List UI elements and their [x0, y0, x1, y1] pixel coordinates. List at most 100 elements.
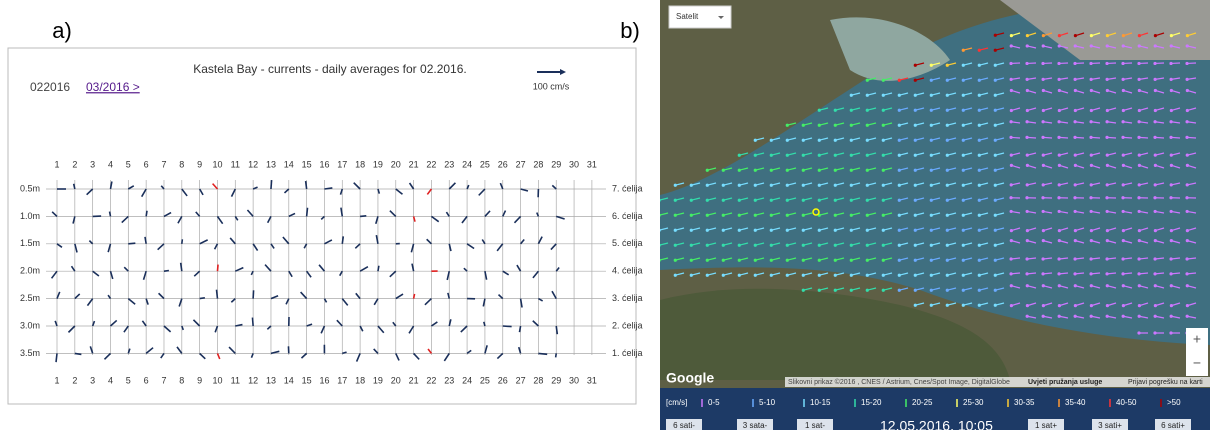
map-vector-head	[818, 199, 821, 202]
day-label: 6	[144, 375, 149, 385]
map-vector-head	[1154, 284, 1157, 287]
day-label: 1	[54, 375, 59, 385]
map-vector-head	[1137, 196, 1140, 199]
map-vector-head	[802, 154, 805, 157]
day-label: 9	[197, 375, 202, 385]
map-vector-head	[1058, 154, 1061, 157]
vector	[252, 318, 253, 326]
map-vector-head	[1010, 109, 1013, 112]
map-vector-head	[978, 139, 981, 142]
map-vector-head	[994, 124, 997, 127]
map-vector-head	[994, 94, 997, 97]
map-vector-head	[1185, 136, 1188, 139]
map-vector-head	[1185, 120, 1188, 123]
map-vector-head	[1026, 315, 1029, 318]
map-vector-head	[994, 109, 997, 112]
map-vector-head	[722, 214, 725, 217]
map-vector-head	[674, 184, 677, 187]
report-link[interactable]: Prijavi pogrešku na karti	[1128, 379, 1203, 386]
map-vector-head	[994, 79, 997, 82]
map-vector-head	[898, 259, 901, 262]
map-vector-head	[770, 259, 773, 262]
day-label: 19	[373, 375, 383, 385]
map-vector-head	[898, 184, 901, 187]
map-vector-head	[1138, 284, 1141, 287]
zoom-out[interactable]: −	[1193, 355, 1201, 371]
legend-label: 25-30	[963, 398, 984, 407]
map-vector-head	[1074, 315, 1077, 318]
map-vector-head	[1186, 78, 1189, 81]
map-vector-head	[1170, 284, 1173, 287]
map-vector-head	[802, 214, 805, 217]
map-vector-head	[1122, 284, 1125, 287]
vector	[307, 208, 308, 217]
map-vector-head	[994, 184, 997, 187]
map-vector-head	[898, 289, 901, 292]
map-vector-head	[866, 199, 869, 202]
map-vector-head	[706, 274, 709, 277]
next-link[interactable]: 03/2016 >	[86, 80, 140, 94]
day-label: 8	[179, 159, 184, 169]
map-vector-head	[978, 124, 981, 127]
map-vector-head	[930, 304, 933, 307]
map-vector-head	[1058, 304, 1061, 307]
vector	[360, 216, 366, 217]
map-vector-head	[690, 274, 693, 277]
map-vector-head	[930, 259, 933, 262]
map-vector-head	[1137, 257, 1140, 260]
day-label: 8	[179, 375, 184, 385]
map-vector-head	[770, 184, 773, 187]
map-vector-head	[994, 154, 997, 157]
map-vector-head	[1058, 239, 1061, 242]
map-vector-head	[1090, 34, 1093, 37]
map-vector-head	[866, 244, 869, 247]
map-vector-head	[850, 259, 853, 262]
map-vector-head	[1074, 284, 1077, 287]
map-vector-head	[1042, 284, 1045, 287]
map-vector-head	[818, 259, 821, 262]
map-vector-head	[946, 229, 949, 232]
map-vector-head	[1154, 164, 1157, 167]
depth-label: 3.0m	[20, 320, 40, 330]
day-label: 22	[426, 375, 436, 385]
map-vector-head	[978, 229, 981, 232]
map-vector-head	[1041, 136, 1044, 139]
day-label: 15	[302, 375, 312, 385]
vector	[271, 180, 272, 189]
map-vector-head	[786, 274, 789, 277]
map-vector-head	[1089, 62, 1092, 65]
cell-label: 6. ćelija	[612, 211, 643, 221]
map-vector-head	[706, 259, 709, 262]
legend-label: 40-50	[1116, 398, 1137, 407]
map-vector-head	[962, 109, 965, 112]
map-vector-head	[914, 109, 917, 112]
map-vector-head	[1186, 239, 1189, 242]
map-vector-head	[1138, 109, 1141, 112]
map-vector-head	[898, 139, 901, 142]
map-vector-head	[1090, 304, 1093, 307]
map-vector-head	[994, 139, 997, 142]
terms-link[interactable]: Uvjeti pružanja usluge	[1028, 379, 1102, 386]
map-vector-head	[1170, 34, 1173, 37]
map-vector-head	[930, 199, 933, 202]
chart-title: Kastela Bay - currents - daily averages …	[193, 62, 466, 76]
datetime: 12.05.2016. 10:05	[880, 418, 993, 430]
map-vector-head	[1042, 315, 1045, 318]
map-vector-head	[1154, 89, 1157, 92]
zoom-in[interactable]: +	[1193, 331, 1201, 347]
map-vector-head	[658, 229, 661, 232]
vector	[538, 353, 547, 354]
map-vector-head	[1090, 210, 1093, 213]
map-vector-head	[1153, 136, 1156, 139]
legend-label: >50	[1167, 398, 1181, 407]
map-vector-head	[946, 184, 949, 187]
map-vector-head	[1106, 78, 1109, 81]
map-vector-head	[1010, 183, 1013, 186]
map-vector-head	[1186, 315, 1189, 318]
map-vector-head	[994, 229, 997, 232]
map-vector-head	[946, 304, 949, 307]
map-vector-head	[802, 169, 805, 172]
map-vector-head	[1154, 78, 1157, 81]
map-vector-head	[722, 184, 725, 187]
map-vector-head	[866, 259, 869, 262]
